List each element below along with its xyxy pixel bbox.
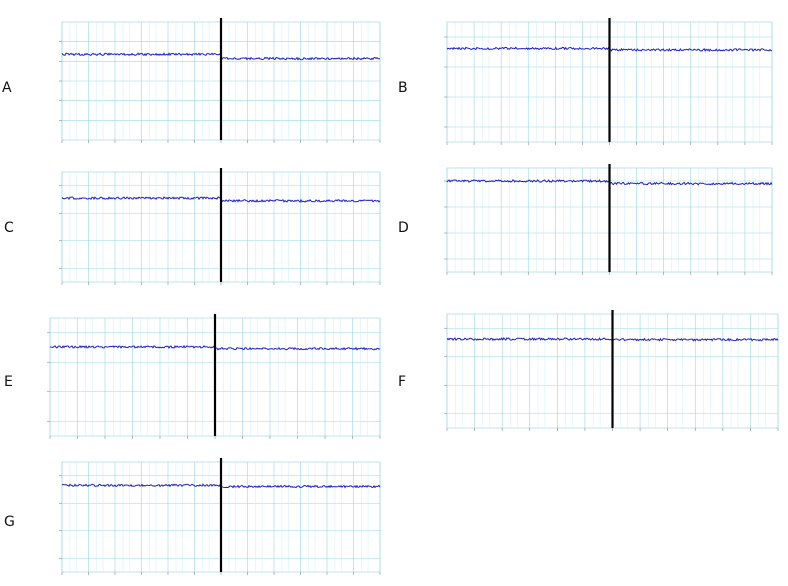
series-line-after [220,56,381,61]
chart-panel-e: E [4,314,381,439]
series-line-before [61,52,222,57]
series-line-after [609,47,773,52]
series-line-before [61,483,222,488]
series-line-after [220,198,381,203]
series-line-before [61,196,222,201]
series-line-before [446,46,610,51]
series-line-before [446,337,613,342]
series-line-after [609,181,773,186]
chart-panel-d: D [398,164,773,275]
chart-panel-c: C [4,168,381,285]
chart-panel-g: G [4,458,381,575]
chart-panel-a: A [2,18,381,143]
panel-letter: E [4,374,13,390]
panel-letter: C [4,220,14,236]
panel-letter: D [398,220,409,236]
chart-panel-b: B [398,18,773,145]
panel-letter: F [398,374,406,390]
series-line-after [214,346,381,351]
panel-letter: A [2,80,12,96]
series-line-before [446,179,610,183]
panel-letter: B [398,80,408,96]
chart-panel-f: F [398,310,779,431]
series-line-before [49,344,216,349]
series-line-after [220,484,381,489]
series-line-after [612,337,779,342]
panel-letter: G [4,514,15,530]
